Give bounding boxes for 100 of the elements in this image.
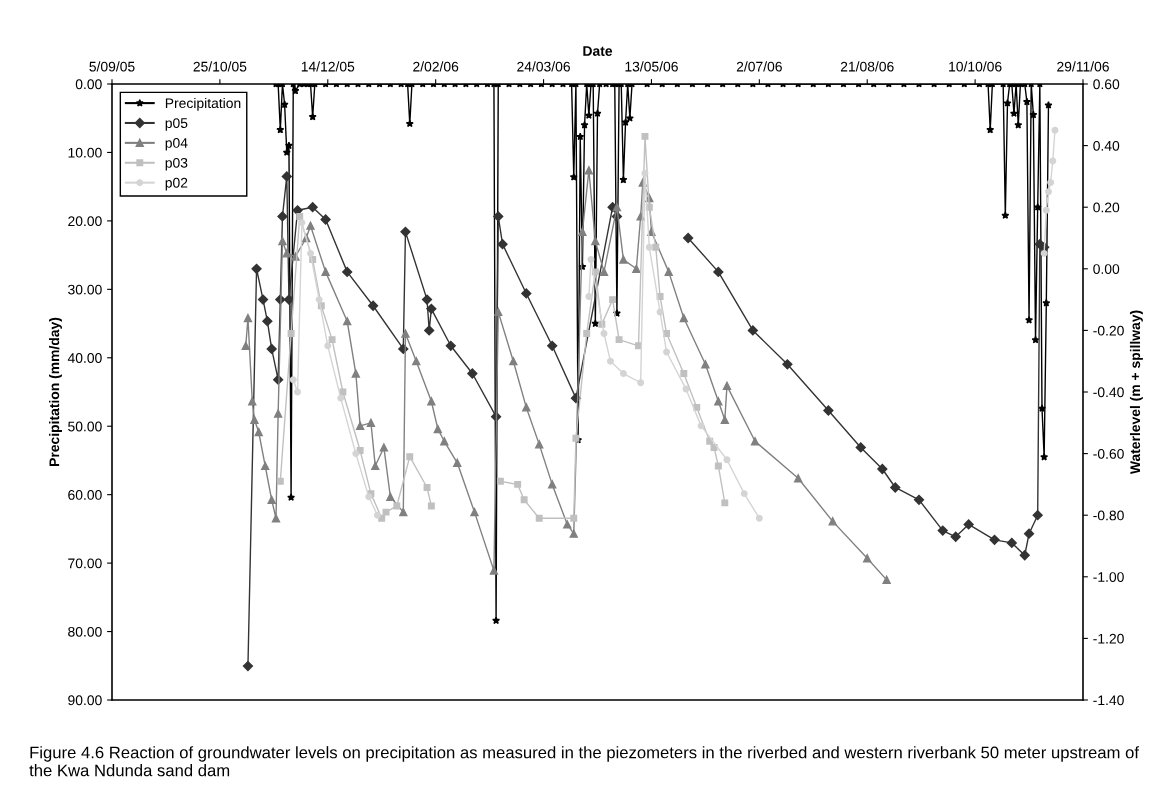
- y-tick-label: 70.00: [68, 558, 102, 569]
- legend-label: p02: [165, 177, 188, 191]
- point: [714, 462, 722, 470]
- point: [250, 415, 259, 424]
- y2-tick-label: -1.00: [1093, 572, 1124, 582]
- point: [578, 227, 587, 237]
- point: [424, 325, 435, 336]
- point: [497, 239, 508, 250]
- point: [963, 519, 974, 530]
- point: [950, 531, 961, 542]
- point: [863, 554, 872, 563]
- point: [535, 514, 543, 522]
- point: [1023, 528, 1035, 539]
- point: [612, 203, 622, 212]
- point: [569, 529, 578, 538]
- point: [242, 661, 254, 672]
- point: [257, 294, 269, 305]
- point: [615, 336, 623, 344]
- point: [277, 211, 288, 222]
- point: [740, 490, 748, 498]
- point: [494, 307, 503, 317]
- point: [747, 325, 758, 336]
- point: [261, 461, 270, 471]
- point: [641, 169, 649, 177]
- y-tick-label: 80.00: [68, 626, 102, 637]
- point: [693, 403, 701, 411]
- point: [514, 480, 522, 488]
- point: [913, 494, 925, 505]
- y-tick-label: 30.00: [68, 284, 102, 295]
- point: [877, 463, 888, 475]
- point: [1047, 179, 1055, 187]
- point: [585, 293, 593, 300]
- point: [587, 256, 595, 264]
- x-tick-label: 21/08/06: [840, 61, 894, 72]
- point: [683, 232, 694, 244]
- point: [254, 427, 263, 437]
- point: [367, 300, 379, 311]
- point: [547, 340, 558, 351]
- point: [426, 303, 437, 314]
- y2-tick-label: 0.20: [1093, 202, 1120, 213]
- point: [351, 369, 360, 378]
- point: [782, 359, 793, 370]
- y2-tick-label: 0.00: [1093, 264, 1120, 274]
- point: [423, 484, 431, 491]
- point: [890, 482, 901, 493]
- y2-tick-label: -0.80: [1093, 510, 1124, 521]
- point: [1045, 188, 1052, 196]
- point: [720, 415, 729, 424]
- point: [281, 171, 292, 182]
- point: [1019, 550, 1030, 561]
- y2-tick-label: 0.40: [1093, 140, 1120, 151]
- point: [882, 575, 891, 585]
- point: [373, 511, 381, 519]
- legend-label: p05: [165, 118, 188, 131]
- point: [591, 236, 600, 246]
- point: [276, 477, 284, 485]
- point: [315, 296, 323, 304]
- x-tick-label: 2/02/06: [413, 61, 459, 72]
- point: [828, 517, 837, 526]
- y-tick-label: 60.00: [68, 490, 102, 500]
- point: [509, 357, 518, 366]
- point: [584, 166, 594, 175]
- point: [445, 340, 456, 351]
- point: [470, 507, 479, 517]
- point: [1006, 537, 1017, 549]
- point: [412, 357, 421, 366]
- point: [282, 249, 291, 258]
- point: [522, 403, 531, 412]
- point: [324, 342, 332, 350]
- point: [243, 313, 253, 323]
- point: [713, 266, 724, 277]
- point: [278, 236, 287, 246]
- x-tick-label: 13/05/06: [625, 61, 678, 72]
- y-tick-label: 90.00: [68, 695, 102, 706]
- point: [400, 226, 411, 237]
- point: [755, 514, 763, 522]
- point: [535, 440, 544, 449]
- point: [637, 379, 645, 387]
- x-tick-label: 2/07/06: [736, 61, 782, 72]
- point: [343, 316, 352, 326]
- point: [287, 330, 295, 337]
- point: [823, 405, 834, 416]
- point: [750, 437, 760, 446]
- y2-tick-label: -1.20: [1093, 633, 1124, 644]
- point: [680, 370, 688, 377]
- point: [989, 534, 1000, 545]
- x-tick-label: 14/12/05: [301, 61, 355, 72]
- point: [679, 313, 688, 323]
- point: [298, 219, 306, 227]
- y2-axis-title: Waterlevel (m + spillway): [1129, 310, 1143, 475]
- point: [355, 421, 365, 431]
- point: [1032, 510, 1043, 521]
- point: [489, 566, 499, 575]
- x-tick-label: 25/10/05: [193, 61, 247, 72]
- point: [937, 525, 948, 536]
- point: [697, 422, 705, 430]
- point: [371, 461, 380, 471]
- point: [382, 508, 390, 516]
- x-axis-title: Date: [583, 46, 613, 56]
- point: [1051, 126, 1059, 134]
